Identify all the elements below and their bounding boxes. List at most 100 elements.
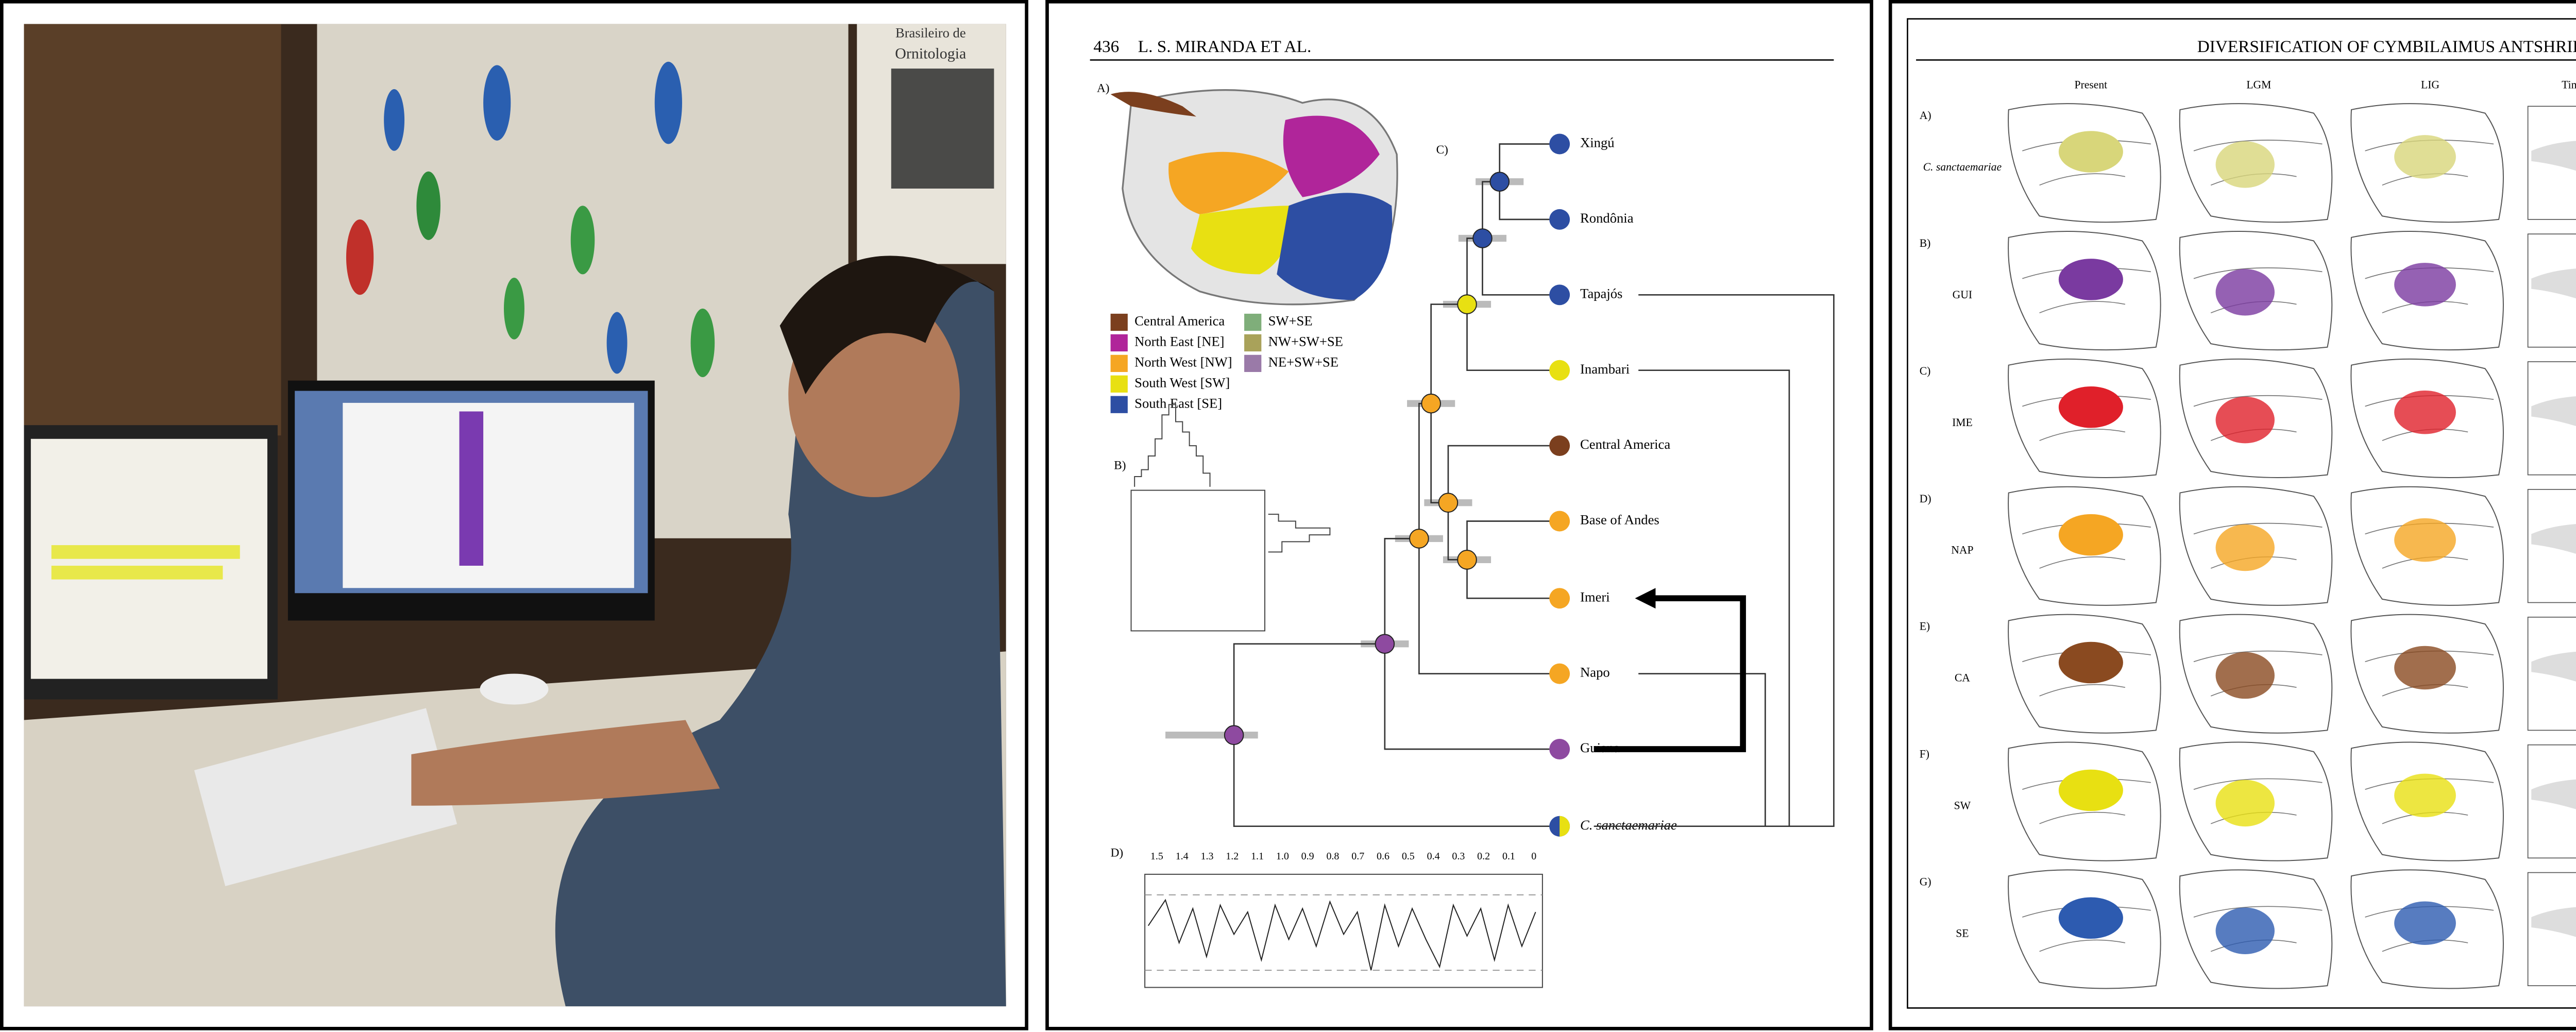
distribution — [2058, 259, 2123, 300]
column-header: Time (Myr) — [2562, 78, 2576, 91]
distribution — [2215, 652, 2275, 699]
distribution — [2058, 514, 2123, 556]
skyline — [2531, 396, 2576, 427]
left-page: 436 L. S. MIRANDA ET AL. Central America… — [1045, 0, 1873, 1030]
axis-label: 1.2 — [1226, 851, 1239, 862]
legend-label: Central America — [1134, 313, 1225, 329]
axis-label: 0.4 — [1427, 851, 1440, 862]
distribution — [2215, 524, 2275, 571]
node — [1472, 228, 1493, 248]
distribution — [2394, 646, 2456, 690]
legend-label: NE+SW+SE — [1268, 354, 1338, 369]
skyline — [2531, 141, 2576, 171]
axis-label: 1.4 — [1176, 851, 1189, 862]
axis-label: 1.0 — [1276, 851, 1289, 862]
column-header: LIG — [2421, 78, 2439, 91]
distribution — [2215, 141, 2275, 188]
tip-dot — [1549, 133, 1570, 155]
skyline — [2531, 779, 2576, 809]
row-label: C) — [1920, 365, 1931, 377]
axis-label: 0.8 — [1326, 851, 1339, 862]
axis-label: 0.1 — [1502, 851, 1515, 862]
node — [1375, 634, 1395, 654]
panel-label: C) — [1436, 143, 1448, 157]
tip-dot — [1549, 663, 1570, 684]
node — [1421, 393, 1441, 414]
tip-label: Xingú — [1580, 135, 1615, 150]
tip-dot — [1549, 360, 1570, 381]
distribution — [2058, 897, 2123, 939]
row-name: C. sanctaemariae — [1923, 161, 2002, 173]
tip-label: Imeri — [1580, 589, 1610, 604]
map-a — [1110, 89, 1398, 306]
skyline-frame — [2527, 106, 2576, 220]
tip-dot — [1549, 284, 1570, 306]
panel-label: A) — [1097, 81, 1110, 95]
row-name: SW — [1954, 799, 1971, 811]
poster-birds — [346, 61, 715, 377]
tip-dot — [1549, 739, 1570, 759]
axis-label: 1.5 — [1150, 851, 1163, 862]
row-label: E) — [1920, 620, 1930, 633]
distribution — [2394, 901, 2456, 945]
legend-label: North West [NW] — [1134, 354, 1232, 369]
row-label: A) — [1920, 109, 1931, 122]
row-label: G) — [1920, 875, 1931, 888]
tip-label: Rondônia — [1580, 210, 1634, 226]
row-name: GUI — [1953, 289, 1972, 301]
axis-label: 0.7 — [1351, 851, 1364, 862]
column-header: LGM — [2246, 78, 2271, 91]
distribution — [2058, 641, 2123, 684]
skyline-frame — [2527, 233, 2576, 348]
tip-half — [1560, 816, 1570, 837]
distribution — [2215, 396, 2275, 444]
axis-label: 0.2 — [1477, 851, 1490, 862]
row-name: CA — [1955, 672, 1970, 684]
legend-label: NW+SW+SE — [1268, 334, 1343, 349]
legend-swatch — [1244, 313, 1262, 331]
legend-swatch — [1110, 334, 1128, 352]
distribution — [2215, 269, 2275, 316]
legend-label: SW+SE — [1268, 313, 1313, 329]
row-label: D) — [1920, 493, 1931, 505]
tip-dot — [1549, 588, 1570, 609]
axis-label: 0.9 — [1301, 851, 1314, 862]
distribution — [2058, 386, 2123, 428]
legend-swatch — [1110, 396, 1128, 413]
node — [1224, 725, 1244, 746]
tip-dot — [1549, 435, 1570, 456]
panel-d — [1144, 873, 1543, 988]
connector — [1594, 294, 1835, 827]
migration-arrow — [1594, 595, 1746, 752]
axis-label: 0.6 — [1377, 851, 1389, 862]
tip-dot — [1549, 209, 1570, 230]
poster-text: Ornitologia — [895, 45, 966, 62]
tip-label: C. sanctaemariae — [1580, 817, 1677, 833]
legend-swatch — [1110, 375, 1128, 393]
poster-text: Brasileiro de — [895, 25, 966, 41]
skyline — [2531, 268, 2576, 299]
panel-d-axis: 1.5 1.4 1.3 1.2 1.1 1.0 0.9 0.8 0.7 0.6 0.5 0.4 0.3 0… — [1150, 851, 1536, 862]
node — [1438, 493, 1459, 513]
distribution — [2058, 769, 2123, 811]
distribution — [2215, 907, 2275, 954]
row-label: B) — [1920, 237, 1931, 249]
running-head: DIVERSIFICATION OF CYMBILAIMUS ANTSHRIKE… — [2197, 37, 2576, 56]
distribution — [2394, 263, 2456, 307]
legend-swatch — [1110, 354, 1128, 373]
axis-label: 0.3 — [1452, 851, 1465, 862]
axis-label: 0 — [1531, 851, 1536, 862]
skyline-frame — [2527, 744, 2576, 859]
tip-dot — [1549, 511, 1570, 532]
tree: Xingú Rondônia Tapajós Inambari Central Amer… — [1165, 133, 1677, 837]
skyline — [2531, 907, 2576, 937]
axis-label: 1.1 — [1251, 851, 1264, 862]
panel-label: D) — [1111, 846, 1124, 859]
node — [1409, 529, 1429, 549]
node — [1457, 550, 1477, 570]
tip-label: Tapajós — [1580, 285, 1622, 301]
row-name: SE — [1956, 927, 1969, 939]
legend-swatch — [1110, 313, 1128, 331]
node — [1489, 172, 1510, 192]
